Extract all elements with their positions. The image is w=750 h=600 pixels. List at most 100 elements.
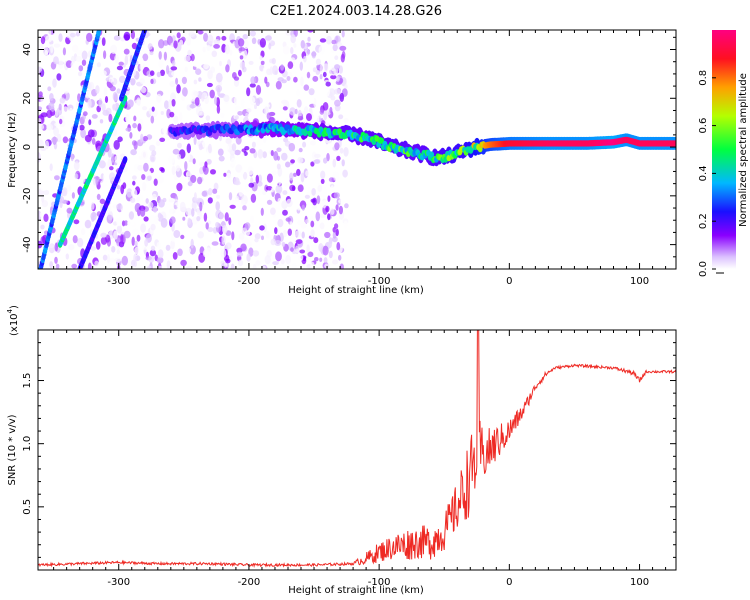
- noise-speck: [319, 109, 324, 115]
- noise-speck: [132, 180, 136, 186]
- noise-speck: [131, 188, 138, 198]
- noise-speck: [190, 174, 197, 184]
- noise-speck: [215, 221, 220, 228]
- noise-speck: [296, 99, 302, 108]
- noise-speck: [255, 98, 261, 107]
- noise-speck: [298, 147, 303, 153]
- noise-speck: [81, 59, 87, 66]
- noise-speck: [139, 64, 145, 71]
- noise-speck: [119, 75, 126, 84]
- noise-speck: [54, 256, 58, 264]
- noise-speck: [325, 205, 330, 213]
- noise-speck: [332, 171, 339, 181]
- noise-speck: [186, 143, 191, 154]
- noise-speck: [124, 220, 128, 226]
- noise-speck: [218, 155, 225, 162]
- noise-speck: [268, 42, 272, 50]
- x-tick-label: 100: [630, 276, 649, 287]
- noise-speck: [39, 212, 44, 218]
- noise-speck: [238, 47, 246, 52]
- noise-speck: [306, 244, 310, 253]
- noise-speck: [213, 39, 221, 45]
- noise-speck: [334, 223, 339, 229]
- noise-speck: [138, 155, 143, 160]
- noise-speck: [314, 153, 321, 158]
- noise-speck: [62, 136, 69, 144]
- noise-speck: [239, 55, 244, 60]
- noise-speck: [248, 60, 254, 65]
- noise-speck: [214, 96, 218, 105]
- noise-speck: [69, 32, 76, 38]
- noise-speck: [116, 249, 121, 255]
- noise-speck: [270, 150, 274, 157]
- noise-speck: [139, 78, 145, 85]
- noise-speck: [297, 219, 303, 226]
- noise-speck: [235, 164, 243, 173]
- noise-speck: [171, 71, 177, 76]
- noise-speck: [225, 138, 232, 145]
- noise-speck: [87, 262, 92, 269]
- colorbar-gradient: [712, 30, 736, 269]
- noise-speck: [264, 76, 268, 84]
- noise-speck: [172, 148, 180, 155]
- noise-speck: [136, 234, 141, 242]
- noise-speck: [80, 128, 86, 139]
- noise-speck: [114, 165, 118, 170]
- noise-speck: [233, 96, 238, 106]
- noise-speck: [234, 180, 241, 186]
- noise-speck: [190, 238, 194, 249]
- noise-speck: [157, 175, 164, 184]
- noise-speck: [193, 79, 198, 85]
- noise-speck: [78, 71, 82, 77]
- noise-speck: [180, 234, 185, 240]
- noise-speck: [266, 199, 273, 205]
- noise-speck: [231, 231, 235, 241]
- noise-speck: [265, 35, 272, 41]
- noise-speck: [160, 167, 165, 173]
- noise-speck: [203, 63, 210, 70]
- noise-speck: [295, 230, 302, 238]
- noise-speck: [338, 114, 344, 120]
- noise-speck: [223, 144, 230, 151]
- noise-speck: [65, 253, 70, 260]
- noise-speck: [246, 240, 252, 248]
- noise-speck: [319, 63, 323, 74]
- noise-speck: [197, 176, 203, 185]
- ridge-dot: [307, 130, 313, 137]
- noise-speck: [290, 247, 294, 252]
- noise-speck: [159, 137, 166, 142]
- noise-speck: [220, 112, 225, 118]
- noise-speck: [269, 66, 273, 76]
- noise-speck: [306, 113, 312, 122]
- noise-speck: [202, 46, 206, 53]
- noise-speck: [112, 104, 116, 111]
- noise-speck: [224, 212, 229, 222]
- noise-speck: [58, 59, 64, 69]
- noise-speck: [186, 170, 192, 177]
- noise-speck: [132, 228, 139, 235]
- noise-speck: [197, 231, 204, 239]
- noise-speck: [291, 185, 296, 191]
- noise-speck: [143, 162, 149, 172]
- noise-speck: [330, 185, 335, 193]
- noise-speck: [293, 172, 297, 177]
- noise-speck: [216, 194, 221, 199]
- snr-exponent-close: ): [9, 305, 20, 309]
- noise-speck: [262, 265, 266, 269]
- noise-speck: [202, 249, 210, 258]
- noise-speck: [77, 93, 81, 102]
- noise-speck: [86, 32, 93, 43]
- noise-speck: [250, 177, 254, 185]
- noise-speck: [140, 133, 144, 143]
- noise-speck: [184, 66, 188, 73]
- noise-speck: [280, 259, 285, 265]
- noise-speck: [290, 47, 294, 55]
- noise-speck: [108, 77, 115, 83]
- noise-speck: [235, 115, 239, 120]
- noise-speck: [107, 158, 112, 167]
- noise-speck: [262, 190, 267, 196]
- noise-speck: [75, 55, 82, 62]
- noise-speck: [121, 255, 128, 266]
- noise-speck: [207, 34, 214, 45]
